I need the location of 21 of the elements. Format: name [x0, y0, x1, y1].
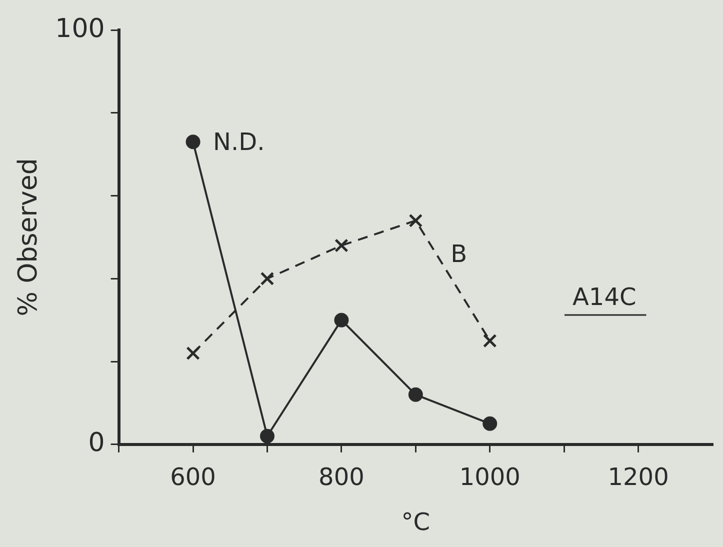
point	[186, 346, 200, 360]
point	[482, 334, 497, 348]
x-tick-label: 800	[318, 463, 364, 492]
y-axis-title: % Observed	[13, 158, 44, 316]
y-tick-label: 100	[55, 14, 105, 44]
x-tick-label: 600	[170, 463, 216, 492]
point	[482, 416, 498, 431]
x-axis-title: °C	[401, 508, 430, 536]
annotation: A14C	[572, 283, 636, 311]
point	[334, 238, 348, 252]
point	[334, 312, 349, 328]
series-label: N.D.	[213, 128, 265, 156]
point	[186, 134, 200, 150]
point	[408, 387, 423, 402]
point	[260, 272, 274, 286]
point	[260, 428, 274, 444]
series-label: B	[450, 240, 468, 268]
point	[408, 214, 423, 228]
y-tick-label: 0	[88, 428, 105, 458]
x-tick-label: 1000	[459, 463, 520, 492]
x-tick-label: 1200	[608, 463, 669, 492]
